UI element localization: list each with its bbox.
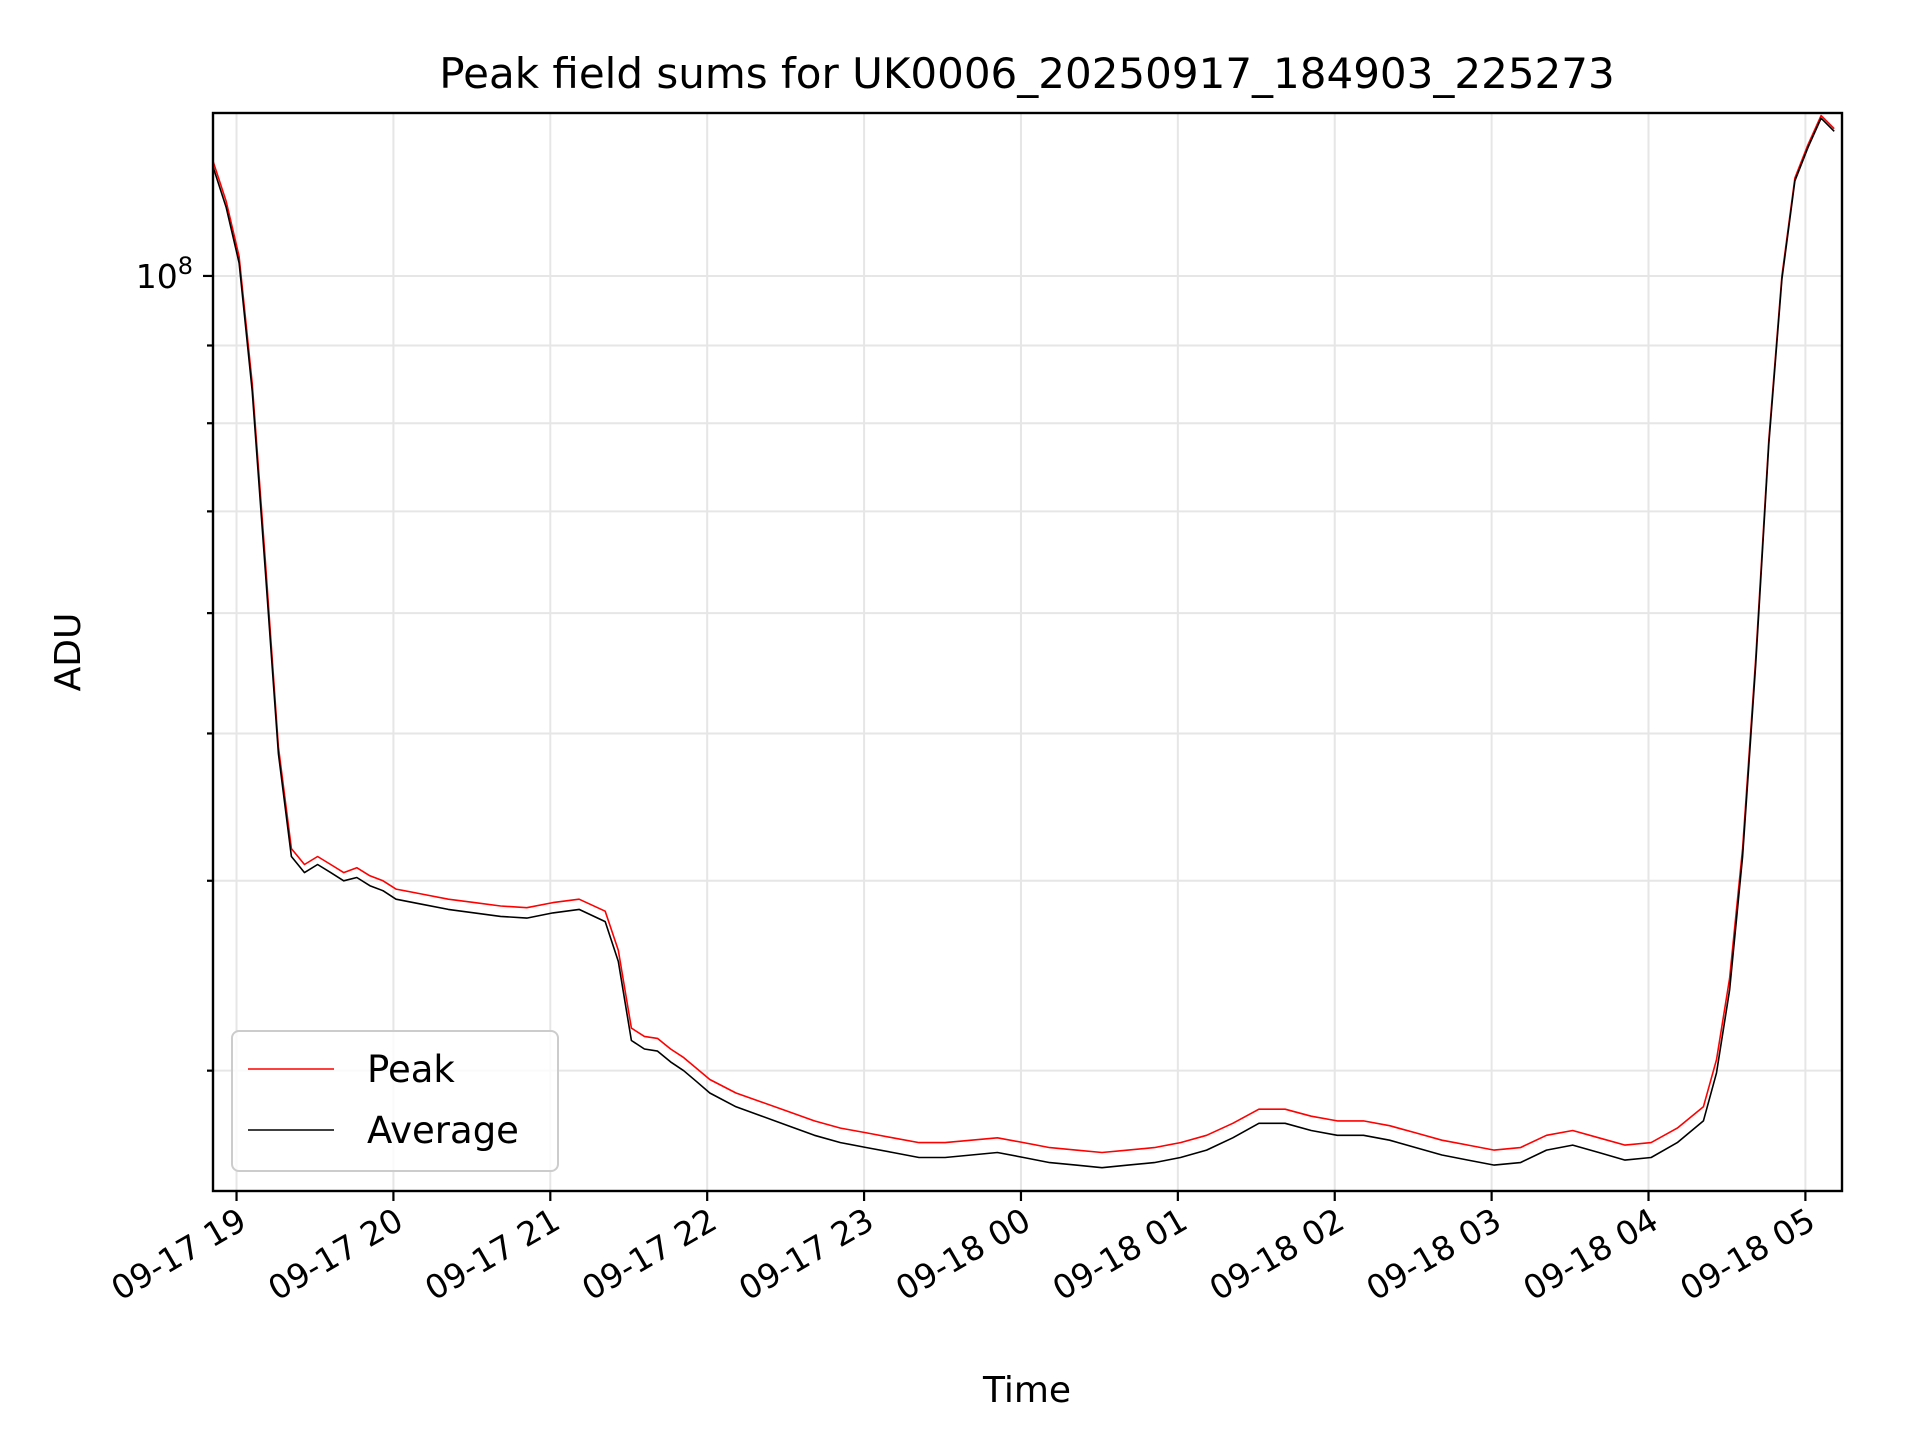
legend-label-peak: Peak: [367, 1048, 455, 1091]
legend-label-average: Average: [367, 1109, 519, 1152]
legend: Peak Average: [231, 1030, 559, 1172]
legend-box: [231, 1030, 559, 1172]
series-layer: [213, 114, 1835, 1169]
series-line-average: [213, 117, 1835, 1169]
plot-frame: [211, 111, 1844, 1193]
y-tick-label: 108: [136, 252, 193, 296]
x-axis-label: Time: [982, 1370, 1071, 1411]
chart-title: Peak field sums for UK0006_20250917_1849…: [439, 49, 1614, 98]
grid: [213, 113, 1842, 1191]
y-axis-label: ADU: [48, 613, 89, 692]
y-axis: 108: [136, 252, 213, 1072]
series-line-peak: [213, 114, 1835, 1154]
